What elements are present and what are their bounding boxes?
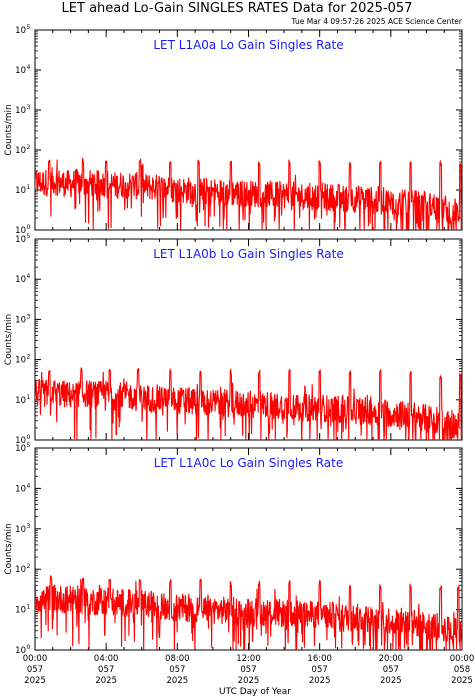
y-tick-label-exponent: 4 <box>27 273 31 280</box>
y-tick-label: 10 <box>15 565 26 575</box>
y-tick-label: 10 <box>15 66 26 76</box>
y-tick-label: 10 <box>15 646 26 656</box>
x-tick-day: 057 <box>169 665 185 675</box>
y-tick-label: 10 <box>15 356 26 366</box>
y-axis-label: Counts/min <box>4 523 14 574</box>
y-tick-label: 10 <box>15 275 26 285</box>
series-line <box>35 156 462 230</box>
y-tick-label-exponent: 3 <box>27 523 31 530</box>
x-tick-day: 057 <box>312 665 328 675</box>
y-axis-label: Counts/min <box>4 314 14 365</box>
x-tick-time: 08:00 <box>165 654 190 664</box>
y-tick-label-exponent: 1 <box>27 604 31 611</box>
y-tick-label-exponent: 4 <box>27 482 31 489</box>
x-tick-year: 2025 <box>167 676 189 686</box>
y-tick-label-exponent: 4 <box>27 64 31 71</box>
y-tick-label: 10 <box>15 235 26 245</box>
x-tick-day: 057 <box>383 665 399 675</box>
series-line <box>35 574 462 650</box>
x-tick-day: 057 <box>240 665 256 675</box>
y-tick-label-exponent: 3 <box>27 104 31 111</box>
y-tick-label: 10 <box>15 606 26 616</box>
x-tick-time: 00:00 <box>23 654 48 664</box>
y-tick-label: 10 <box>15 315 26 325</box>
x-axis-label: UTC Day of Year <box>219 687 291 697</box>
y-tick-label-exponent: 3 <box>27 313 31 320</box>
x-tick-time: 04:00 <box>94 654 119 664</box>
y-tick-label-exponent: 5 <box>27 233 31 240</box>
y-tick-label-exponent: 5 <box>27 24 31 31</box>
x-tick-day: 057 <box>27 665 43 675</box>
x-tick-year: 2025 <box>309 676 331 686</box>
y-tick-label-exponent: 2 <box>27 144 31 151</box>
timestamp: Tue Mar 4 09:57:26 2025 ACE Science Cent… <box>291 17 463 26</box>
y-tick-label: 10 <box>15 436 26 446</box>
main-title: LET ahead Lo-Gain SINGLES RATES Data for… <box>62 1 413 16</box>
x-tick-year: 2025 <box>95 676 117 686</box>
y-tick-label-exponent: 0 <box>27 644 31 651</box>
y-tick-label-exponent: 5 <box>27 442 31 449</box>
y-tick-label: 10 <box>15 106 26 116</box>
x-tick-day: 057 <box>98 665 114 675</box>
y-tick-label-exponent: 2 <box>27 354 31 361</box>
y-tick-label-exponent: 0 <box>27 224 31 231</box>
panel-title: LET L1A0c Lo Gain Singles Rate <box>154 456 344 470</box>
x-tick-time: 20:00 <box>379 654 404 664</box>
y-axis-label: Counts/min <box>4 104 14 155</box>
y-tick-label-exponent: 1 <box>27 394 31 401</box>
x-tick-year: 2025 <box>24 676 46 686</box>
x-tick-time: 16:00 <box>307 654 332 664</box>
y-tick-label: 10 <box>15 26 26 36</box>
y-tick-label: 10 <box>15 226 26 236</box>
series-line <box>35 367 462 440</box>
panel-title: LET L1A0b Lo Gain Singles Rate <box>153 247 344 261</box>
x-tick-time: 12:00 <box>236 654 261 664</box>
x-tick-day: 058 <box>454 665 470 675</box>
y-tick-label: 10 <box>15 444 26 454</box>
y-tick-label: 10 <box>15 525 26 535</box>
y-tick-label: 10 <box>15 186 26 196</box>
y-tick-label: 10 <box>15 146 26 156</box>
x-tick-year: 2025 <box>238 676 260 686</box>
y-tick-label: 10 <box>15 484 26 494</box>
x-tick-year: 2025 <box>451 676 473 686</box>
y-tick-label-exponent: 0 <box>27 434 31 441</box>
y-tick-label-exponent: 1 <box>27 184 31 191</box>
panel-title: LET L1A0a Lo Gain Singles Rate <box>153 38 343 52</box>
x-tick-year: 2025 <box>380 676 402 686</box>
x-axis: 00:00057202504:00057202508:00057202512:0… <box>23 654 475 686</box>
y-tick-label: 10 <box>15 396 26 406</box>
x-tick-time: 00:00 <box>450 654 475 664</box>
y-tick-label-exponent: 2 <box>27 563 31 570</box>
